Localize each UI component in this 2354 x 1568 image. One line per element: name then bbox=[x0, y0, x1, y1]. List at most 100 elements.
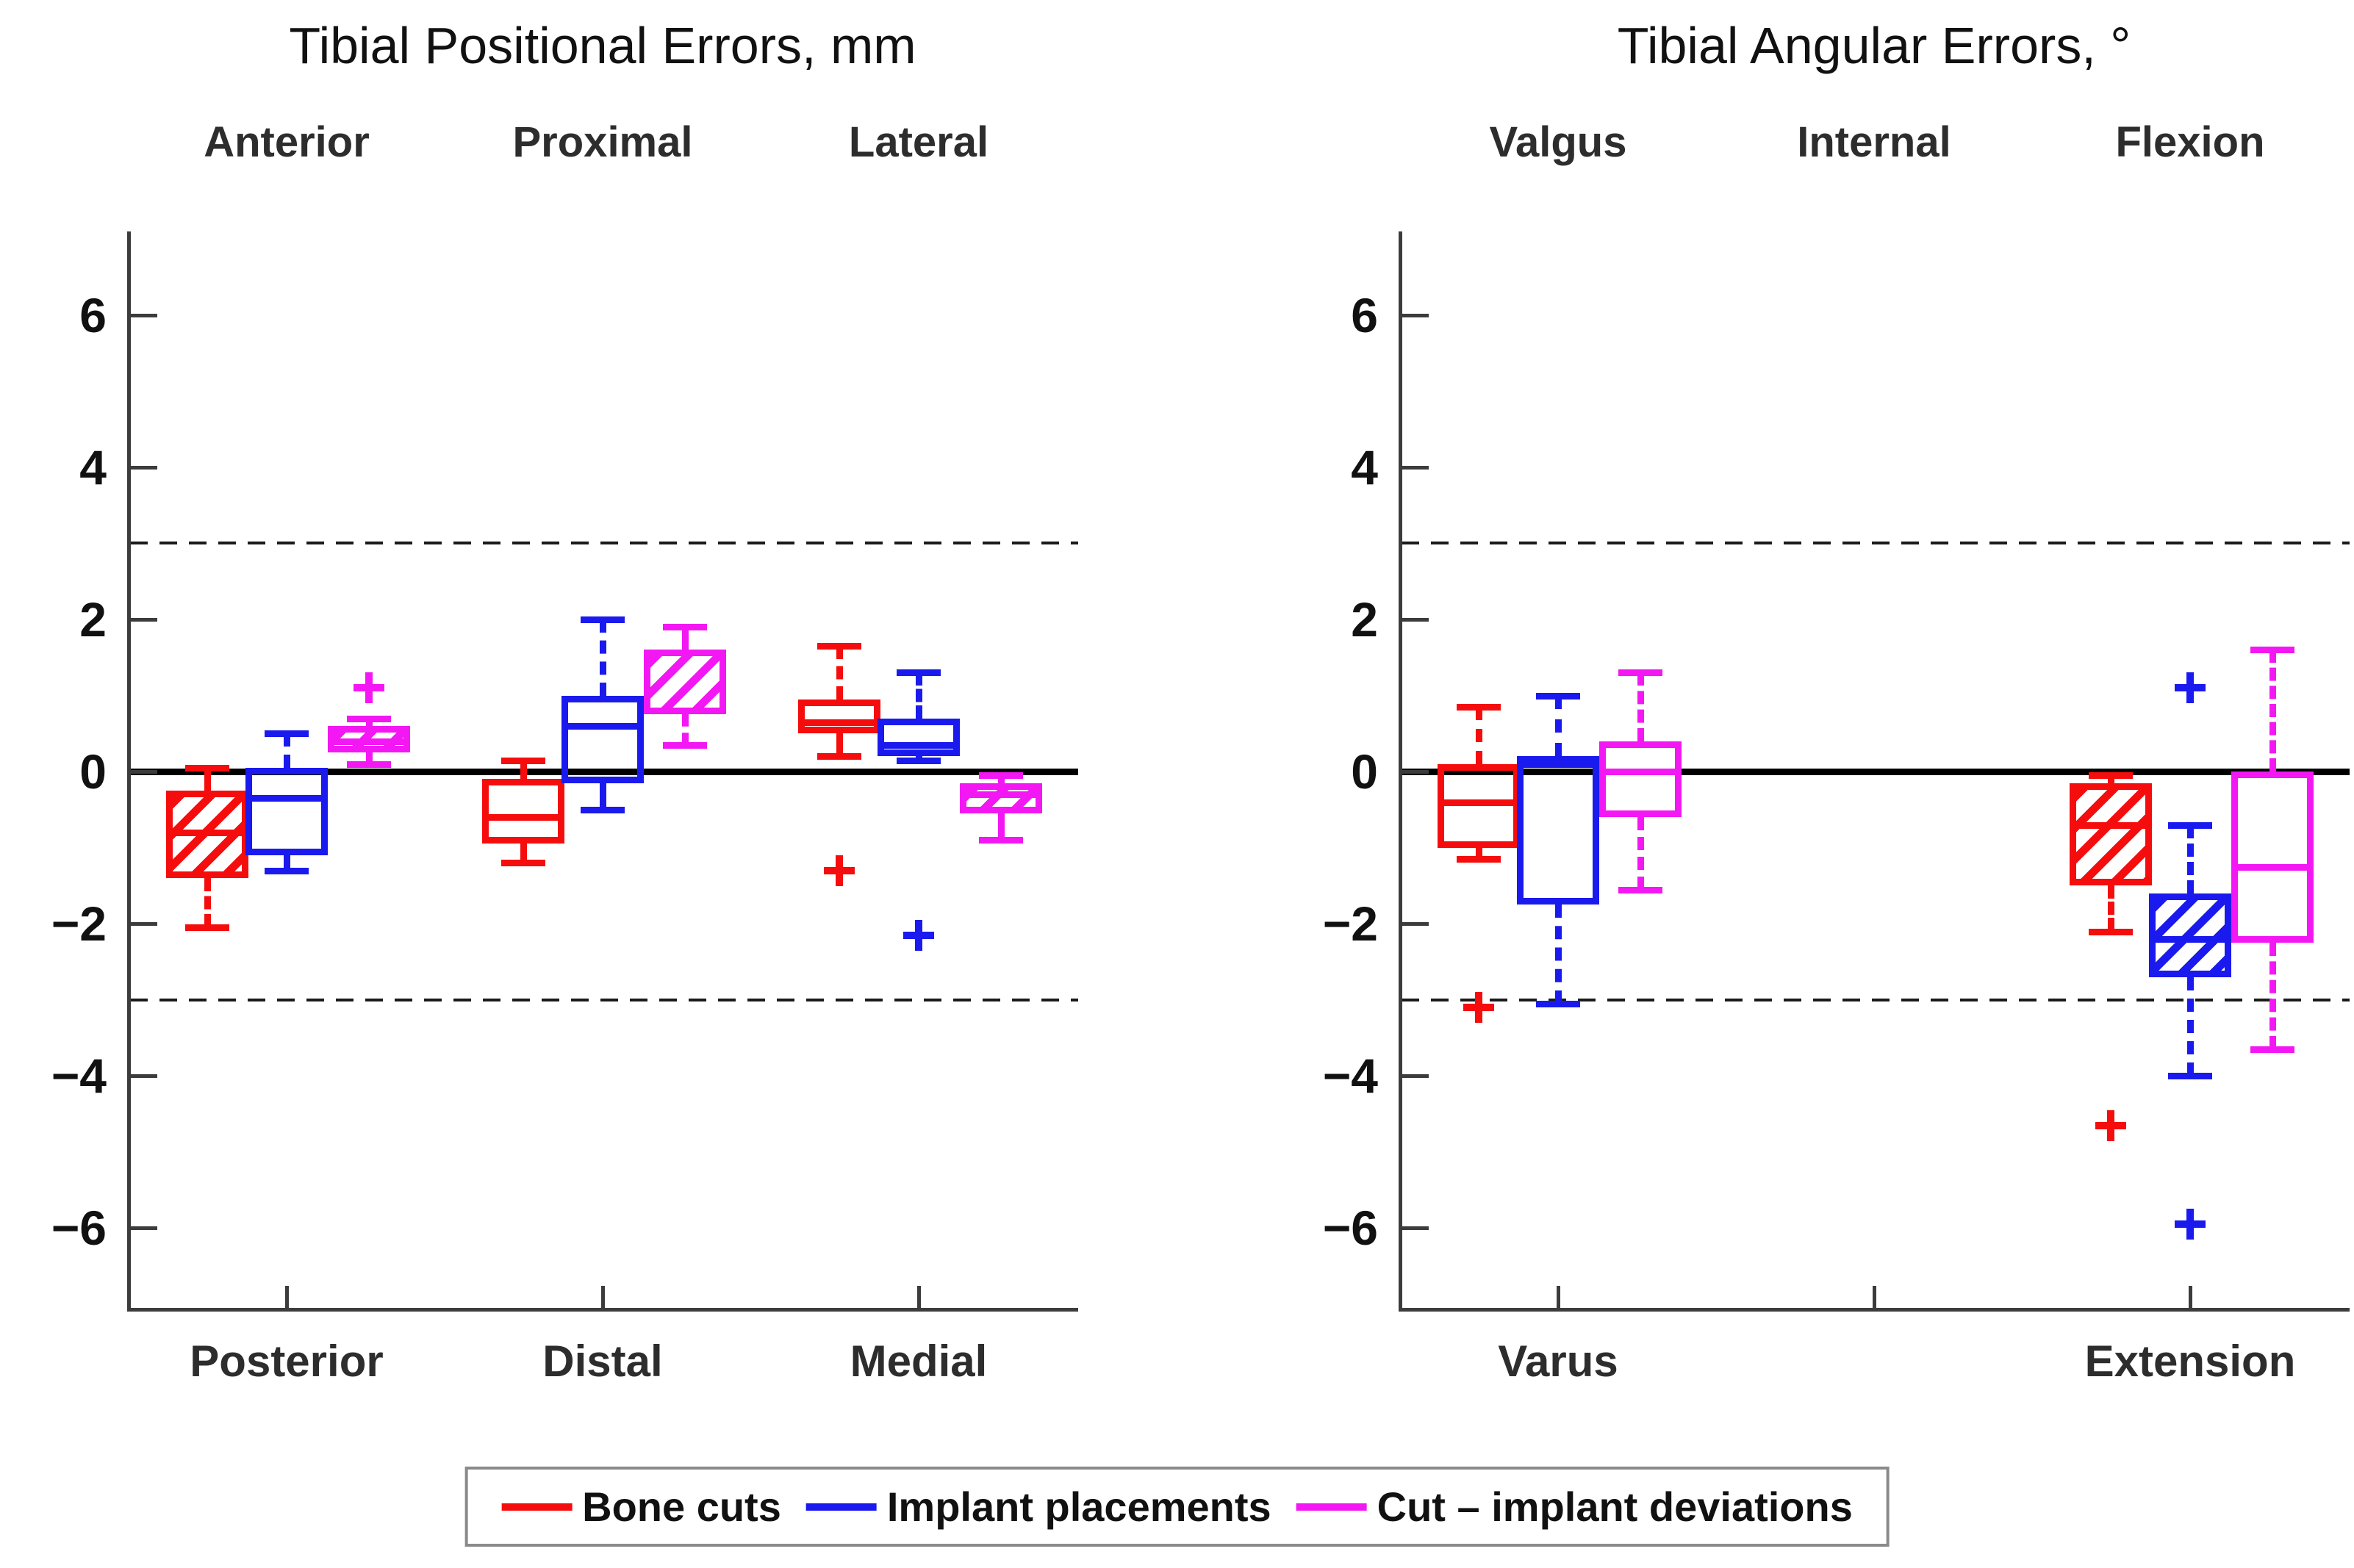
boxplot-whisker bbox=[204, 878, 211, 928]
boxplot-whisker-cap bbox=[663, 624, 707, 631]
group-top-label: Proximal bbox=[512, 118, 693, 166]
y-tick bbox=[131, 770, 157, 774]
y-tick bbox=[131, 922, 157, 927]
boxplot-whisker-cap bbox=[501, 757, 545, 764]
boxplot-whisker-cap bbox=[2089, 928, 2133, 935]
boxplot-whisker bbox=[998, 775, 1005, 783]
outlier-marker bbox=[2095, 1110, 2126, 1141]
boxplot-whisker bbox=[1476, 707, 1482, 764]
y-tick-label: −4 bbox=[51, 1049, 107, 1104]
boxplot-whisker-cap bbox=[979, 772, 1023, 780]
boxplot-whisker-cap bbox=[2250, 1046, 2294, 1053]
outlier-marker bbox=[2175, 1209, 2206, 1240]
boxplot-median bbox=[644, 708, 726, 715]
x-group-tick bbox=[285, 1286, 289, 1308]
legend-item: Cut – implant deviations bbox=[1296, 1483, 1853, 1531]
boxplot-box-red bbox=[2070, 783, 2152, 886]
boxplot-whisker-cap bbox=[185, 924, 229, 932]
outlier-marker bbox=[1463, 992, 1494, 1024]
y-tick bbox=[131, 1074, 157, 1079]
boxplot-whisker-cap bbox=[817, 643, 861, 650]
outlier-marker bbox=[824, 855, 855, 886]
boxplot-box-magenta bbox=[644, 650, 726, 715]
x-axis-line bbox=[127, 1308, 1078, 1312]
group-top-label: Anterior bbox=[204, 118, 370, 166]
boxplot-box-blue bbox=[245, 767, 328, 855]
legend-line-sample-blue bbox=[805, 1503, 877, 1511]
legend-line-sample-magenta bbox=[1296, 1503, 1367, 1511]
boxplot-whisker bbox=[836, 646, 843, 700]
y-tick bbox=[1402, 1074, 1429, 1079]
boxplot-median bbox=[561, 722, 644, 730]
boxplot-whisker-cap bbox=[1457, 856, 1501, 863]
y-tick-label: −2 bbox=[1322, 896, 1378, 952]
boxplot-whisker-cap bbox=[2089, 772, 2133, 780]
x-group-tick bbox=[2189, 1286, 2192, 1308]
boxplot-whisker bbox=[2108, 885, 2114, 932]
boxplot-whisker bbox=[366, 752, 373, 764]
y-tick bbox=[131, 465, 157, 470]
group-bottom-label: Posterior bbox=[190, 1337, 384, 1386]
boxplot-whisker-cap bbox=[581, 806, 625, 813]
group-bottom-label: Medial bbox=[850, 1337, 988, 1386]
boxplot-whisker bbox=[2187, 824, 2194, 893]
outlier-marker bbox=[354, 672, 384, 704]
boxplot-whisker bbox=[204, 767, 211, 791]
outlier-marker bbox=[903, 919, 934, 951]
y-tick-label: −6 bbox=[51, 1201, 107, 1256]
y-tick bbox=[131, 1226, 157, 1231]
boxplot-whisker bbox=[1555, 905, 1562, 1004]
boxplot-whisker bbox=[1476, 847, 1482, 860]
y-axis-spine bbox=[1399, 231, 1402, 1311]
dashed-reference-line bbox=[130, 542, 1078, 545]
legend-item: Bone cuts bbox=[501, 1483, 781, 1531]
group-top-label: Flexion bbox=[2115, 118, 2265, 166]
legend: Bone cuts Implant placements Cut – impla… bbox=[464, 1467, 1890, 1547]
y-tick-label: −4 bbox=[1322, 1049, 1378, 1104]
boxplot-whisker bbox=[682, 714, 689, 745]
boxplot-median bbox=[2231, 863, 2314, 871]
y-tick bbox=[1402, 465, 1429, 470]
boxplot-median bbox=[166, 829, 248, 836]
group-top-label: Lateral bbox=[848, 118, 989, 166]
y-tick-label: −6 bbox=[1322, 1201, 1378, 1256]
boxplot-whisker bbox=[682, 627, 689, 650]
boxplot-whisker-cap bbox=[265, 867, 309, 874]
right-panel-title: Tibial Angular Errors, ° bbox=[1617, 17, 2131, 74]
y-tick-label: 0 bbox=[1351, 744, 1378, 799]
boxplot-whisker-cap bbox=[2250, 647, 2294, 654]
boxplot-box-magenta bbox=[960, 783, 1042, 814]
legend-item-label: Bone cuts bbox=[582, 1484, 781, 1530]
boxplot-whisker-cap bbox=[347, 715, 391, 722]
y-tick bbox=[1402, 313, 1429, 317]
boxplot-median bbox=[245, 795, 328, 802]
boxplot-whisker-cap bbox=[663, 741, 707, 749]
boxplot-whisker bbox=[998, 813, 1005, 841]
boxplot-whisker bbox=[1637, 672, 1644, 741]
zero-line bbox=[130, 769, 1078, 776]
y-tick-label: −2 bbox=[51, 896, 107, 952]
boxplot-whisker-cap bbox=[185, 764, 229, 772]
boxplot-whisker-cap bbox=[347, 760, 391, 768]
y-tick bbox=[1402, 922, 1429, 927]
y-tick-label: 2 bbox=[1351, 592, 1378, 647]
boxplot-median bbox=[798, 719, 880, 726]
x-group-tick bbox=[1557, 1286, 1560, 1308]
group-top-label: Internal bbox=[1797, 118, 1951, 166]
boxplot-whisker bbox=[520, 844, 527, 863]
boxplot-whisker-cap bbox=[2168, 1073, 2212, 1080]
boxplot-whisker-cap bbox=[979, 837, 1023, 844]
boxplot-whisker bbox=[2269, 650, 2276, 772]
boxplot-box-magenta bbox=[1599, 741, 1682, 818]
boxplot-whisker-cap bbox=[501, 860, 545, 867]
boxplot-whisker-cap bbox=[897, 757, 941, 764]
y-tick bbox=[131, 618, 157, 622]
boxplot-whisker-cap bbox=[1536, 692, 1580, 700]
zero-line bbox=[1402, 769, 2350, 776]
boxplot-median bbox=[1438, 799, 1520, 806]
boxplot-whisker bbox=[836, 733, 843, 757]
dashed-reference-line bbox=[1402, 542, 2350, 545]
group-bottom-label: Distal bbox=[542, 1337, 663, 1386]
group-bottom-label: Extension bbox=[2084, 1337, 2296, 1386]
